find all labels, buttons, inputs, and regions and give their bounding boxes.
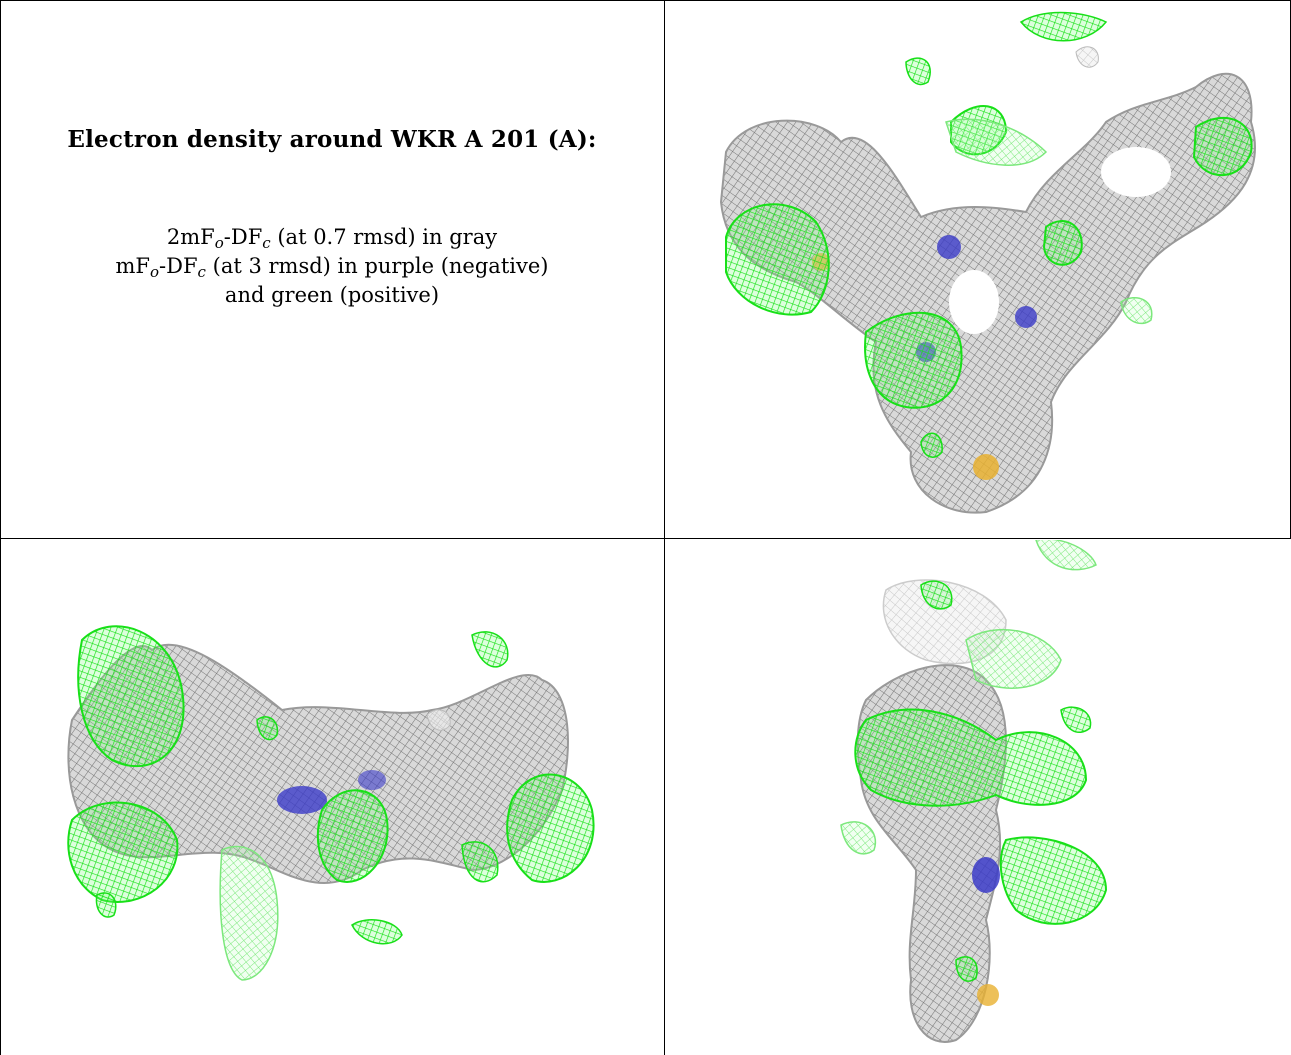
- green-mesh-blob: [905, 57, 931, 86]
- nitrogen-atom: [937, 235, 961, 259]
- green-mesh-blob: [316, 789, 389, 883]
- green-mesh-blob: [1060, 706, 1092, 733]
- nitrogen-atom: [358, 770, 386, 790]
- legend-line-colors: and green (positive): [224, 283, 440, 307]
- green-mesh-blob: [1042, 220, 1083, 266]
- border-left: [0, 0, 1, 1055]
- green-mesh-blob: [67, 801, 179, 903]
- green-mesh-blob: [506, 773, 595, 883]
- green-mesh-blob: [256, 716, 279, 741]
- green-mesh-blob: [920, 432, 943, 458]
- green-mesh-blob: [999, 836, 1108, 925]
- green-mesh-blob: [864, 311, 963, 409]
- green-mesh-blob: [920, 580, 953, 610]
- sulfur-atom: [973, 454, 999, 480]
- map-legend: 2mFo-DFc (at 0.7 rmsd) in gray mFo-DFc (…: [116, 223, 549, 310]
- sulfur-atom: [977, 984, 999, 1006]
- green-mesh-blob: [77, 625, 185, 768]
- divider-horizontal: [0, 538, 1291, 539]
- green-mesh-blob: [955, 956, 978, 982]
- green-mesh-blob: [471, 631, 509, 668]
- density-render-2: [67, 625, 595, 981]
- green-mesh-blob: [1120, 297, 1153, 325]
- density-render-1: [719, 11, 1256, 514]
- green-mesh-blob: [965, 628, 1062, 689]
- density-view-bottom-right: [666, 540, 1289, 1054]
- green-mesh-blob: [854, 708, 1088, 807]
- divider-vertical: [664, 0, 665, 1055]
- density-view-bottom-left: [2, 540, 663, 1054]
- ring-hole-2: [1101, 147, 1171, 197]
- nitrogen-atom: [972, 857, 1000, 893]
- green-mesh-blob: [1035, 540, 1097, 571]
- border-top: [0, 0, 1291, 1]
- gray-mesh-fragment: [426, 709, 451, 731]
- figure-title: Electron density around WKR A 201 (A):: [67, 126, 597, 153]
- green-mesh-blob: [461, 841, 499, 883]
- green-mesh-blob: [1019, 11, 1108, 42]
- green-mesh-blob: [945, 118, 1048, 166]
- green-mesh-blob: [725, 203, 830, 316]
- legend-line-fofc: mFo-DFc (at 3 rmsd) in purple (negative): [115, 254, 549, 281]
- green-mesh-blob: [95, 892, 117, 918]
- green-mesh-blob: [1192, 117, 1253, 177]
- caption-cell: Electron density around WKR A 201 (A): 2…: [0, 0, 664, 538]
- nitrogen-atom: [277, 786, 327, 814]
- density-view-top-right: [666, 2, 1289, 536]
- legend-line-2fofc: 2mFo-DFc (at 0.7 rmsd) in gray: [166, 225, 498, 252]
- green-mesh-blob: [351, 919, 403, 945]
- green-mesh-blob: [219, 845, 279, 981]
- nitrogen-atom: [1015, 306, 1037, 328]
- green-mesh-blob: [840, 821, 877, 855]
- gray-mesh-fragment: [1075, 46, 1099, 68]
- ring-hole: [949, 270, 999, 334]
- density-render-3: [840, 540, 1108, 1043]
